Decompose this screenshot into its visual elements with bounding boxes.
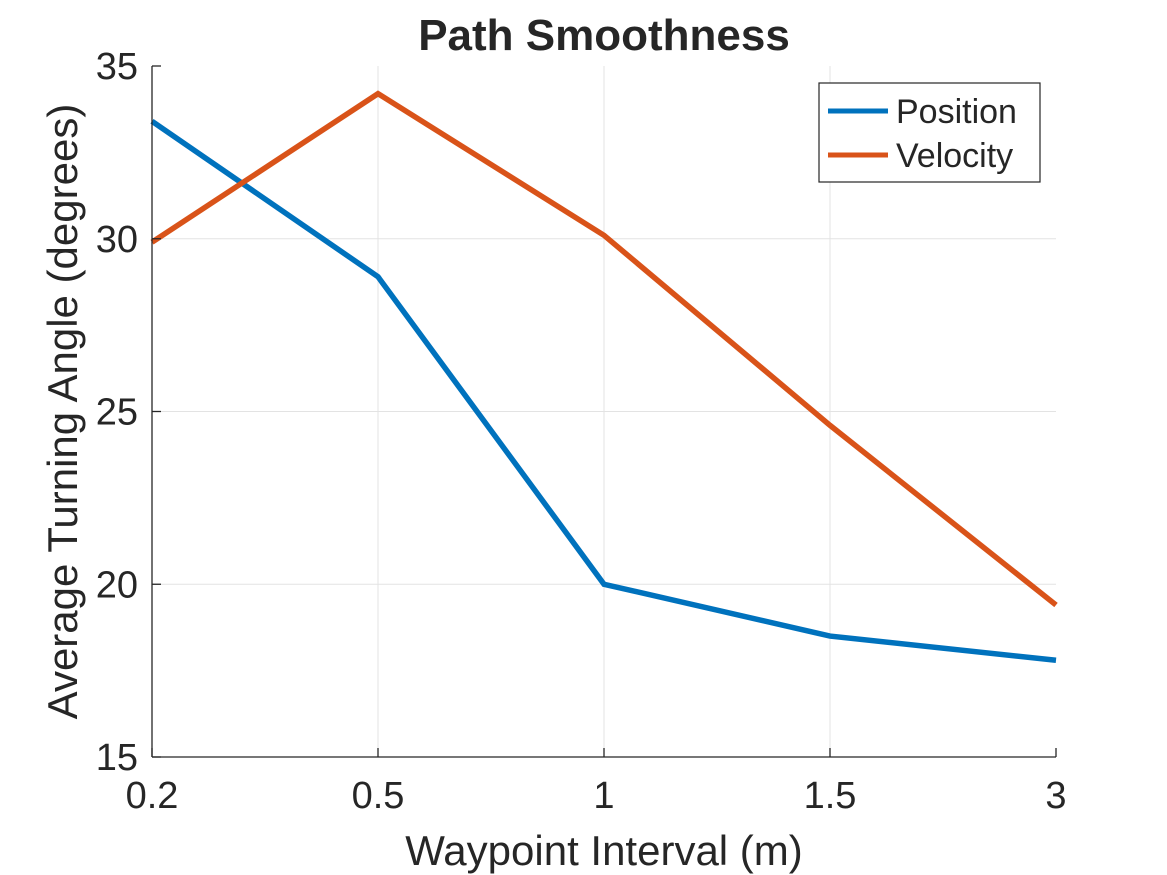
- y-tick-label: 25: [96, 392, 138, 434]
- x-tick-label: 1: [593, 775, 614, 817]
- y-tick-label: 20: [96, 564, 138, 606]
- tick-labels: 0.2 0.5 1 1.5 3 15 20 25 30 35: [96, 46, 1067, 817]
- legend-label-velocity: Velocity: [896, 137, 1013, 175]
- x-tick-label: 0.5: [352, 775, 405, 817]
- chart-title: Path Smoothness: [418, 11, 790, 60]
- y-axis-label: Average Turning Angle (degrees): [39, 104, 86, 720]
- y-tick-label: 30: [96, 219, 138, 261]
- legend-label-position: Position: [896, 93, 1017, 131]
- x-tick-label: 3: [1045, 775, 1066, 817]
- axes: [151, 65, 1057, 758]
- y-tick-label: 15: [96, 737, 138, 779]
- x-tick-label: 0.2: [126, 775, 179, 817]
- y-tick-label: 35: [96, 46, 138, 88]
- legend: Position Velocity: [818, 82, 1041, 183]
- legend-box: [818, 82, 1041, 183]
- x-axis-label: Waypoint Interval (m): [405, 827, 803, 874]
- x-tick-label: 1.5: [804, 775, 857, 817]
